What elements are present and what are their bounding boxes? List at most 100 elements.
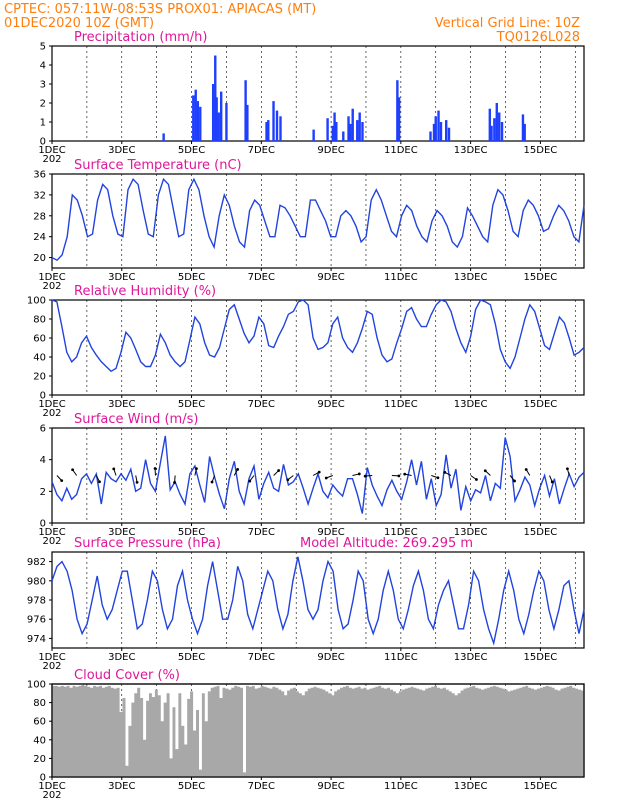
panel-3: 0 2 4 6 1DEC 3DEC 5DEC 7DEC 9DEC 11DEC 13DEC 15DEC 2… bbox=[38, 412, 585, 547]
precip-bar bbox=[196, 101, 200, 141]
x-tick-label: 3DEC bbox=[108, 145, 135, 156]
x-year-label: 202 bbox=[42, 408, 61, 419]
x-year-label: 202 bbox=[42, 536, 61, 547]
precip-bar bbox=[361, 122, 364, 141]
wind-arrow-head bbox=[403, 472, 407, 476]
wind-arrow-head bbox=[277, 469, 281, 472]
wind-arrow-head bbox=[286, 478, 290, 482]
x-tick-label: 15DEC bbox=[524, 652, 558, 663]
x-tick-label: 5DEC bbox=[178, 781, 205, 792]
y-tick-label: 4 bbox=[40, 455, 46, 466]
precip-bar bbox=[333, 112, 336, 141]
wind-arrow-head bbox=[443, 470, 447, 474]
precip-bar bbox=[437, 110, 440, 141]
y-tick-label: 0 bbox=[40, 391, 46, 402]
precip-bar bbox=[349, 123, 352, 141]
wind-arrow-head bbox=[550, 480, 554, 484]
wind-arrow-head bbox=[153, 467, 157, 470]
x-tick-label: 15DEC bbox=[524, 145, 558, 156]
wind-arrow-head bbox=[397, 474, 401, 478]
x-tick-label: 5DEC bbox=[178, 145, 205, 156]
wind-arrow-head bbox=[173, 481, 176, 484]
x-tick-label: 11DEC bbox=[384, 652, 418, 663]
wind-arrow-head bbox=[210, 480, 214, 484]
wind-arrow-head bbox=[475, 478, 478, 481]
x-tick-label: 1DEC bbox=[38, 145, 65, 156]
wind-arrow-head bbox=[248, 479, 252, 483]
wind-arrow-head bbox=[566, 467, 569, 471]
x-tick-label: 13DEC bbox=[454, 527, 488, 538]
y-tick-label: 28 bbox=[33, 211, 46, 222]
header-model-id: TQ0126L028 bbox=[496, 30, 580, 45]
panel-title: Surface Wind (m/s) bbox=[74, 412, 198, 427]
x-year-label: 202 bbox=[42, 281, 61, 292]
panel-frame bbox=[51, 299, 585, 396]
precip-bar bbox=[194, 89, 197, 141]
precip-bar bbox=[215, 97, 218, 141]
panel-4: 974 976 978 980 982 1DEC 3DEC 5DEC 7DEC 9DEC 11DEC… bbox=[27, 536, 585, 672]
header-line2: 01DEC2020 10Z (GMT) bbox=[4, 16, 154, 31]
x-tick-label: 13DEC bbox=[454, 145, 488, 156]
wind-arrow-head bbox=[524, 468, 528, 471]
header-line1: CPTEC: 057:11W-08:53S PROX01: APIACAS (M… bbox=[4, 2, 316, 17]
precip-bar bbox=[272, 101, 275, 141]
precip-bar bbox=[219, 91, 223, 141]
precip-bar bbox=[199, 106, 202, 141]
precip-bar bbox=[275, 110, 279, 141]
precip-bar bbox=[439, 122, 443, 141]
panel-title: Surface Pressure (hPa) bbox=[74, 536, 221, 551]
wind-arrow-head bbox=[60, 479, 64, 483]
wind-arrow-head bbox=[195, 467, 198, 471]
x-tick-label: 7DEC bbox=[248, 272, 275, 283]
precip-bar bbox=[434, 116, 437, 141]
x-tick-label: 7DEC bbox=[248, 399, 275, 410]
precip-bar bbox=[211, 84, 215, 141]
x-tick-label: 3DEC bbox=[108, 781, 135, 792]
x-tick-label: 5DEC bbox=[178, 399, 205, 410]
x-tick-label: 3DEC bbox=[108, 527, 135, 538]
y-tick-label: 978 bbox=[27, 596, 46, 607]
x-tick-label: 15DEC bbox=[524, 399, 558, 410]
x-tick-label: 9DEC bbox=[317, 272, 344, 283]
precip-bar bbox=[498, 112, 501, 141]
y-tick-label: 40 bbox=[33, 735, 46, 746]
panel-5: 0 20 40 60 80 100 1DEC 3DEC 5DEC 7DEC 9DEC 11DEC 13D… bbox=[27, 668, 585, 800]
x-tick-label: 13DEC bbox=[454, 781, 488, 792]
y-tick-label: 100 bbox=[27, 296, 46, 307]
panel-frame-overlay bbox=[51, 683, 585, 778]
y-tick-label: 2 bbox=[40, 99, 46, 110]
x-tick-label: 9DEC bbox=[317, 399, 344, 410]
wind-arrow-head bbox=[112, 467, 116, 471]
y-tick-label: 60 bbox=[33, 717, 46, 728]
wind-arrow-head bbox=[317, 470, 321, 474]
y-tick-label: 20 bbox=[33, 253, 46, 264]
precip-bar bbox=[447, 127, 451, 141]
header-grid-note: Vertical Grid Line: 10Z bbox=[435, 16, 580, 31]
precip-bar bbox=[521, 114, 525, 141]
x-tick-label: 11DEC bbox=[384, 145, 418, 156]
x-tick-label: 3DEC bbox=[108, 652, 135, 663]
y-tick-label: 974 bbox=[27, 634, 46, 645]
y-tick-label: 20 bbox=[33, 754, 46, 765]
precip-bar bbox=[500, 122, 504, 141]
x-tick-label: 15DEC bbox=[524, 527, 558, 538]
y-tick-label: 4 bbox=[40, 61, 46, 72]
precip-bar bbox=[493, 118, 496, 141]
x-tick-label: 9DEC bbox=[317, 781, 344, 792]
x-tick-label: 5DEC bbox=[178, 527, 205, 538]
x-tick-label: 13DEC bbox=[454, 272, 488, 283]
wind-arrow-head bbox=[436, 476, 440, 480]
wind-arrow-head bbox=[324, 476, 328, 480]
panel-subtitle: Model Altitude: 269.295 m bbox=[300, 536, 473, 551]
precip-bar bbox=[246, 104, 249, 141]
panel-title: Surface Temperature (nC) bbox=[74, 158, 242, 173]
x-tick-label: 1DEC bbox=[38, 272, 65, 283]
y-tick-label: 20 bbox=[33, 372, 46, 383]
precip-bar bbox=[495, 103, 498, 141]
precip-bar bbox=[396, 80, 399, 141]
y-tick-label: 1 bbox=[40, 118, 46, 129]
x-tick-label: 13DEC bbox=[454, 652, 488, 663]
y-tick-label: 40 bbox=[33, 353, 46, 364]
panel-title: Relative Humidity (%) bbox=[74, 284, 216, 299]
